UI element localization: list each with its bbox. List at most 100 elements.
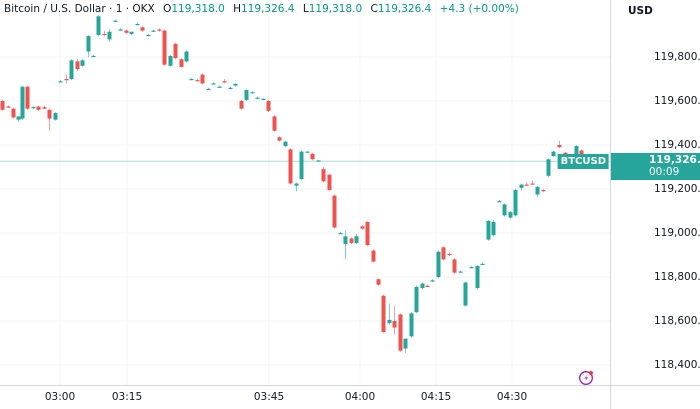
candle [69,59,74,81]
candle [179,58,184,68]
candle [524,182,529,186]
open-label: O [163,3,172,15]
candle [371,249,376,263]
candle [463,281,468,307]
candle [228,86,233,89]
candle [75,59,80,72]
symbol-price-label: BTCUSD [557,154,609,169]
bar-countdown: 00:09 [649,166,680,178]
lightning-logo-icon[interactable] [578,368,596,386]
currency-button[interactable]: USD [628,5,653,17]
candle [36,105,41,111]
candle [316,159,321,162]
time-tick: 03:00 [44,391,76,403]
candle [151,29,156,32]
candle [447,252,452,257]
candle [168,54,173,67]
candle [414,285,419,314]
chart-pane[interactable] [0,0,610,385]
candlestick-plot[interactable] [0,0,610,385]
candle [102,30,107,37]
symbol-title[interactable]: Bitcoin / U.S. Dollar · 1 · OKX [4,3,155,15]
candle [58,80,63,83]
price-tick: 119,400.0 [654,139,700,151]
price-tick: 119,600.0 [654,95,700,107]
candles [0,15,590,353]
time-tick: 03:45 [253,391,285,403]
candle [195,79,200,82]
candle [250,91,255,94]
candle [261,98,266,100]
candle [146,33,151,37]
candle [255,96,260,99]
candle [327,173,332,192]
candle [541,189,546,193]
candle [469,266,474,269]
grid-lines [0,0,610,385]
candle [480,262,485,265]
candle [42,105,47,109]
candle [20,85,25,120]
time-tick: 03:15 [111,391,143,403]
candle [107,29,112,42]
candle [365,220,370,247]
candle [425,284,430,287]
candle [31,106,36,109]
time-axis[interactable] [0,385,610,409]
candle [53,112,58,121]
candle [25,85,30,110]
price-tick: 118,600.0 [654,315,700,327]
candle [535,185,540,197]
price-tick: 119,200.0 [654,183,700,195]
candle [294,182,299,192]
candle [157,28,162,32]
candle [47,108,52,131]
candle [513,189,518,217]
candle [354,234,359,244]
candle [546,158,551,177]
candle [217,85,222,88]
time-tick: 04:00 [344,391,376,403]
symbol-legend: Bitcoin / U.S. Dollar · 1 · OKX O 119,318… [4,3,519,15]
change-value: +4.3 (+0.00%) [439,3,519,15]
candle [91,54,96,58]
candle [491,219,496,237]
candle [360,225,365,230]
candle [392,305,397,335]
candle [272,115,277,132]
candle [244,88,249,101]
candle [332,194,337,229]
axis-corner [610,385,700,409]
candle [239,99,244,110]
candle [140,26,145,32]
candle [96,15,101,37]
price-tick: 118,800.0 [654,271,700,283]
candle [86,35,91,57]
price-tick: 119,800.0 [654,51,700,63]
price-tick: 119,000.0 [654,227,700,239]
candle [530,180,535,185]
high-label: H [233,3,242,15]
candle [129,31,134,35]
candle [233,83,238,87]
candle [16,116,21,122]
candle [398,313,403,352]
last-price-value: 119,326.4 [649,154,700,166]
candle [184,50,189,63]
low-value: 119,318.0 [308,3,363,15]
price-axis[interactable] [610,0,700,385]
candle [266,99,271,112]
candle [200,73,205,85]
candle [519,183,524,191]
candle [557,140,562,149]
candle [64,74,69,84]
high-value: 119,326.4 [241,3,295,15]
candle [113,19,118,22]
candle [381,294,386,334]
candle [11,107,16,119]
candle [420,282,425,290]
candle [277,136,282,142]
low-label: L [302,3,309,15]
candle [497,200,502,203]
candle [376,278,381,286]
